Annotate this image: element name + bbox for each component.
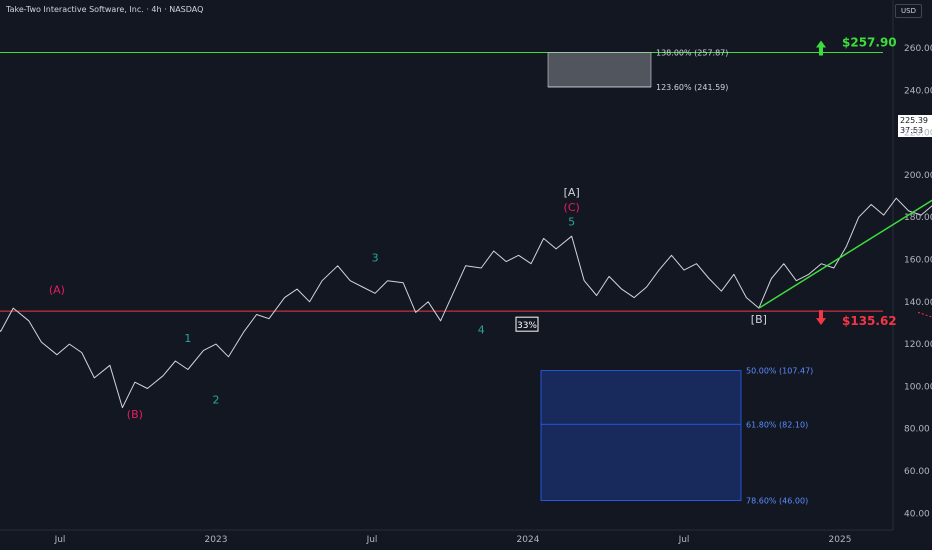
- bar-countdown: 37:53: [900, 126, 924, 135]
- y-tick-label: 200.00: [904, 171, 932, 181]
- x-tick-label: 2024: [517, 535, 540, 545]
- last-price-badge: 225.39 37:53: [898, 115, 932, 137]
- y-tick-label: 240.00: [904, 86, 932, 96]
- projection-up-arrow: [758, 199, 932, 309]
- up-arrow-icon: [816, 40, 826, 56]
- wave-label: (B): [127, 408, 143, 421]
- x-tick-label: Jul: [54, 535, 66, 545]
- key-level-label: $257.90: [842, 35, 897, 49]
- x-tick-label: Jul: [678, 535, 690, 545]
- wave-label: 3: [372, 252, 379, 265]
- probability-box: [515, 316, 539, 332]
- y-tick-label: 260.00: [904, 44, 932, 54]
- wave-label: (C): [564, 201, 580, 214]
- y-tick-label: 140.00: [904, 298, 932, 308]
- x-tick-label: 2025: [829, 535, 852, 545]
- y-tick-label: 40.00: [904, 509, 930, 519]
- probability-label: 33%: [517, 321, 537, 331]
- price-line: [0, 197, 932, 409]
- wave-label: (A): [49, 283, 65, 296]
- target-zone-box: [547, 52, 652, 88]
- x-tick-label: Jul: [366, 535, 378, 545]
- fib-level-label: 50.00% (107.47): [746, 367, 813, 376]
- wave-label: [B]: [751, 313, 767, 326]
- y-tick-label: 160.00: [904, 256, 932, 266]
- fib-level-label: 138.00% (257.87): [656, 49, 728, 58]
- wave-label: 2: [213, 393, 220, 406]
- wave-label: 1: [184, 332, 191, 345]
- alt-path-down: [917, 311, 932, 318]
- x-tick-label: 2023: [205, 535, 228, 545]
- fib-level-label: 78.60% (46.00): [746, 497, 808, 506]
- wave-label: [A]: [564, 186, 580, 199]
- fib-level-label: 123.60% (241.59): [656, 83, 728, 92]
- currency-button[interactable]: USD: [895, 4, 922, 18]
- chart-title: Take-Two Interactive Software, Inc. · 4h…: [6, 5, 204, 14]
- key-level-label: $135.62: [842, 314, 897, 328]
- last-price: 225.39: [900, 116, 928, 125]
- y-tick-label: 180.00: [904, 213, 932, 223]
- correction-zone-box: [540, 370, 742, 502]
- y-tick-label: 60.00: [904, 467, 930, 477]
- wave-label: 5: [568, 216, 575, 229]
- fib-level-label: 61.80% (82.10): [746, 420, 808, 429]
- wave-label: 4: [478, 324, 485, 337]
- y-tick-label: 220.00: [904, 129, 932, 139]
- y-tick-label: 120.00: [904, 340, 932, 350]
- y-tick-label: 100.00: [904, 382, 932, 392]
- down-arrow-icon: [816, 310, 826, 326]
- y-tick-label: 80.00: [904, 425, 930, 435]
